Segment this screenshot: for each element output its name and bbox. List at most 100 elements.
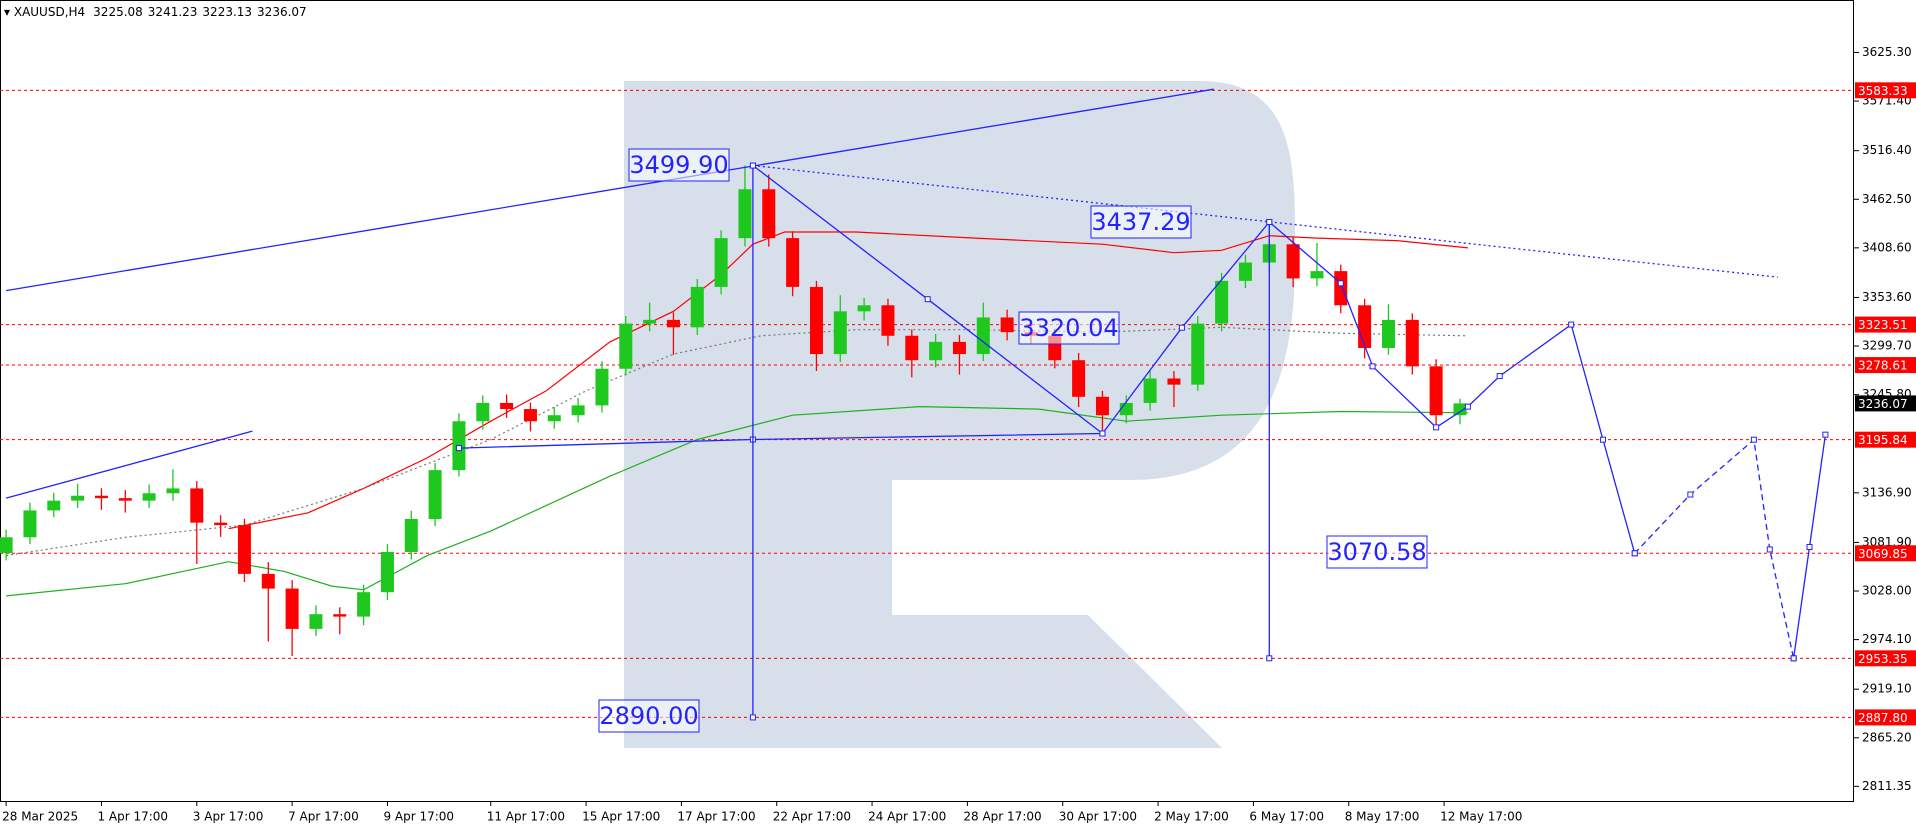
- level-label: 3278.61: [1858, 359, 1908, 373]
- annotation-box: [628, 148, 730, 182]
- candle-body: [809, 286, 823, 355]
- wave-vertex: [1631, 550, 1638, 557]
- candle-body: [1191, 323, 1205, 385]
- candle-body: [47, 500, 61, 511]
- x-tick-label: 28 Mar 2025: [2, 810, 78, 824]
- candle-body: [881, 305, 895, 336]
- wave-vertex: [1337, 280, 1344, 287]
- candle-body: [619, 323, 633, 369]
- candle-body: [833, 311, 847, 355]
- wave-vertex: [1464, 403, 1471, 410]
- candle-body: [738, 189, 752, 239]
- x-tick-label: 22 Apr 17:00: [773, 810, 851, 824]
- candle-body: [0, 537, 13, 554]
- annotation-box: [1018, 311, 1120, 345]
- candle-body: [1143, 378, 1157, 403]
- x-tick-label: 7 Apr 17:00: [288, 810, 359, 824]
- candle-body: [952, 341, 966, 355]
- level-label: 3323.51: [1858, 318, 1908, 332]
- candle-body: [190, 488, 204, 523]
- candle-body: [523, 409, 537, 422]
- candle-body: [142, 493, 156, 501]
- wave-vertex: [455, 445, 462, 452]
- candle-body: [1167, 378, 1181, 385]
- candle-body: [428, 470, 442, 519]
- candle-body: [1310, 271, 1324, 279]
- wave-vertex: [1496, 373, 1503, 380]
- y-tick-label: 3353.60: [1862, 290, 1912, 304]
- candle-body: [1119, 402, 1133, 416]
- last-price-label: 3236.07: [1858, 397, 1908, 411]
- level-label-box: [1855, 545, 1916, 562]
- level-label-box: [1855, 431, 1916, 448]
- candle-body: [237, 525, 251, 574]
- y-tick-label: 3516.40: [1862, 143, 1912, 157]
- candle-body: [1334, 271, 1348, 306]
- annotation-text: 2890.00: [599, 702, 698, 730]
- candle-body: [357, 592, 371, 617]
- candle-body: [1000, 317, 1014, 333]
- level-label: 2953.35: [1858, 652, 1908, 666]
- level-label: 3583.33: [1858, 84, 1908, 98]
- wave-vertex: [924, 296, 931, 303]
- symbol: XAUUSD,H4: [14, 5, 85, 19]
- plot-frame: [0, 0, 1854, 802]
- candle-body: [786, 238, 800, 287]
- x-tick-label: 28 Apr 17:00: [963, 810, 1041, 824]
- y-tick-label: 2974.10: [1862, 632, 1912, 646]
- level-label: 2887.80: [1858, 711, 1908, 725]
- x-tick-label: 15 Apr 17:00: [582, 810, 660, 824]
- x-tick-label: 2 May 17:00: [1154, 810, 1229, 824]
- wave-vertex: [1568, 321, 1575, 328]
- level-label-box: [1855, 650, 1916, 667]
- moving-average: [6, 326, 1468, 557]
- candle-body: [94, 495, 108, 499]
- candle-body: [309, 614, 323, 629]
- header-icon: ▾: [4, 5, 14, 19]
- candle-body: [166, 488, 180, 494]
- x-tick-label: 12 May 17:00: [1440, 810, 1522, 824]
- header-close: 3236.07: [257, 5, 307, 19]
- candle-body: [380, 551, 394, 593]
- candle-body: [71, 495, 85, 501]
- annotation-text: 3070.58: [1327, 538, 1426, 566]
- y-tick-label: 3136.90: [1862, 485, 1912, 499]
- candle-body: [666, 319, 680, 328]
- level-label-box: [1855, 357, 1916, 374]
- x-tick-label: 3 Apr 17:00: [193, 810, 264, 824]
- last-price-box: [1855, 395, 1916, 412]
- wave-vertex: [1750, 436, 1757, 443]
- candle-body: [118, 498, 132, 501]
- y-tick-label: 2811.35: [1862, 779, 1912, 793]
- candle-body: [23, 510, 37, 538]
- wave-line: [5, 88, 1214, 292]
- candle-body: [285, 588, 299, 629]
- candle-body: [1215, 280, 1229, 324]
- annotation-box: [1326, 535, 1428, 569]
- y-tick-label: 3408.60: [1862, 240, 1912, 254]
- wave-vertex: [1178, 324, 1185, 331]
- y-tick-label: 3462.50: [1862, 192, 1912, 206]
- candle-body: [333, 614, 347, 617]
- header-high: 3241.23: [148, 5, 198, 19]
- candle-body: [571, 405, 585, 416]
- x-tick-label: 24 Apr 17:00: [868, 810, 946, 824]
- y-tick-label: 2865.20: [1862, 730, 1912, 744]
- candle-body: [547, 415, 561, 422]
- wave-vertex: [1266, 655, 1273, 662]
- candle-body: [1358, 305, 1372, 349]
- moving-average: [6, 405, 1468, 597]
- chart-header: ▾ XAUUSD,H4 3225.08 3241.23 3223.13 3236.07: [4, 5, 307, 19]
- y-tick-label: 3299.70: [1862, 339, 1912, 353]
- candle-body: [929, 341, 943, 361]
- x-tick-label: 1 Apr 17:00: [97, 810, 168, 824]
- candle-body: [1238, 262, 1252, 281]
- candle-body: [857, 305, 871, 312]
- annotation-text: 3499.90: [629, 151, 728, 179]
- candle-body: [1429, 366, 1443, 416]
- x-tick-label: 9 Apr 17:00: [383, 810, 454, 824]
- candle-body: [1381, 319, 1395, 349]
- candle-body: [762, 189, 776, 239]
- header-open: 3225.08: [93, 5, 143, 19]
